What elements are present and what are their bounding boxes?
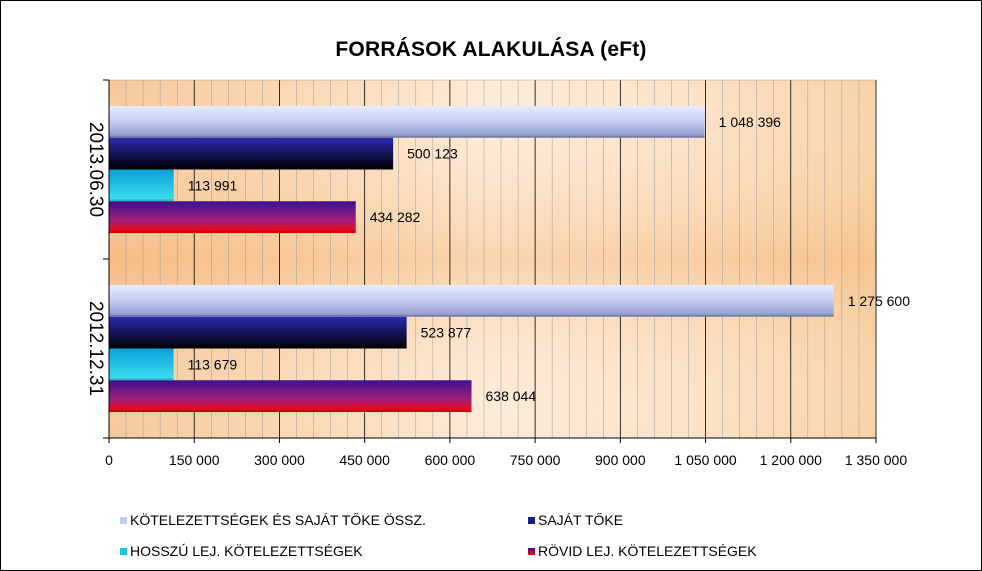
bar xyxy=(109,201,356,234)
x-tick-label: 0 xyxy=(105,452,113,468)
bar-edge xyxy=(109,346,407,349)
data-label: 1 275 600 xyxy=(848,293,910,309)
bar-edge xyxy=(109,167,394,170)
category-label: 2013.06.30 xyxy=(85,122,106,217)
x-tick-label: 450 000 xyxy=(339,452,390,468)
bar xyxy=(109,137,394,170)
bar-edge xyxy=(109,314,834,317)
data-label: 500 123 xyxy=(407,146,458,162)
data-label: 113 679 xyxy=(188,356,238,372)
data-label: 638 044 xyxy=(486,388,537,404)
x-tick-label: 300 000 xyxy=(254,452,305,468)
bar-edge xyxy=(109,199,174,202)
x-tick-label: 1 350 000 xyxy=(845,452,907,468)
bar-edge xyxy=(109,410,472,413)
x-tick-label: 1 050 000 xyxy=(674,452,736,468)
category-label: 2012.12.31 xyxy=(85,301,106,396)
bar-edge xyxy=(109,378,174,381)
x-tick-label: 150 000 xyxy=(169,452,220,468)
bar xyxy=(109,105,705,138)
chart-title: FORRÁSOK ALAKULÁSA (eFt) xyxy=(335,38,647,61)
bar-edge xyxy=(109,135,705,138)
x-tick-label: 900 000 xyxy=(595,452,646,468)
bar xyxy=(109,284,834,317)
bar xyxy=(109,169,174,202)
data-label: 113 991 xyxy=(188,177,238,193)
x-tick-label: 750 000 xyxy=(510,452,561,468)
bar xyxy=(109,316,407,349)
data-label: 1 048 396 xyxy=(719,114,781,130)
bar-edge xyxy=(109,231,356,234)
bar xyxy=(109,348,174,381)
data-label: 434 282 xyxy=(370,209,421,225)
data-label: 523 877 xyxy=(421,325,472,341)
x-tick-label: 1 200 000 xyxy=(760,452,822,468)
x-tick-label: 600 000 xyxy=(425,452,476,468)
bar xyxy=(109,380,472,413)
